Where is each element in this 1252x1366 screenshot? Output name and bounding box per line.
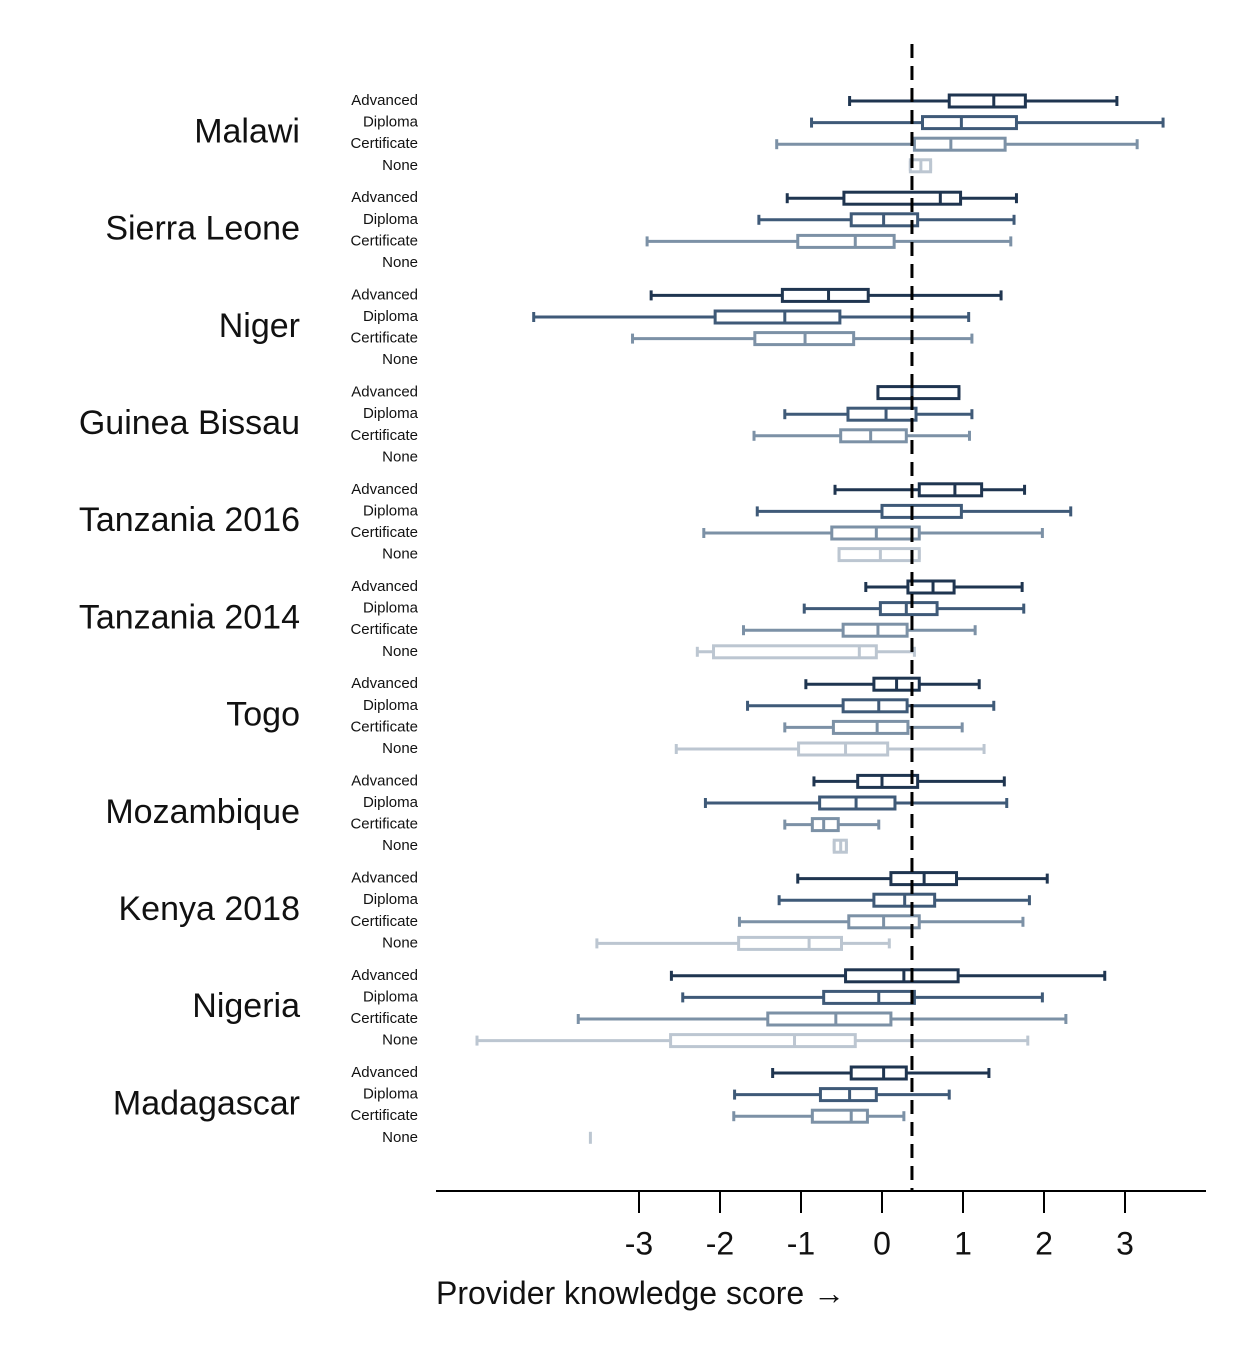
iqr-box: [917, 482, 984, 498]
iqr-box: [841, 622, 909, 638]
iqr-box: [876, 385, 961, 401]
country-label: Nigeria: [192, 987, 300, 1025]
level-label: Certificate: [350, 427, 418, 444]
iqr-box: [780, 287, 870, 303]
level-label: Diploma: [363, 988, 419, 1005]
country-label: Kenya 2018: [119, 890, 301, 928]
country-label: Guinea Bissau: [79, 404, 300, 442]
x-axis-title: Provider knowledge score →: [436, 1275, 845, 1311]
level-label: Certificate: [350, 621, 418, 638]
level-label: Diploma: [363, 502, 419, 519]
level-label: Certificate: [350, 718, 418, 735]
level-label: Advanced: [351, 92, 418, 109]
iqr-box: [856, 773, 920, 789]
country-label: Tanzania 2016: [79, 501, 300, 539]
level-label: Certificate: [350, 330, 418, 347]
level-label: None: [382, 448, 418, 465]
level-label: Diploma: [363, 600, 419, 617]
level-label: Advanced: [351, 967, 418, 984]
x-tick-label: -1: [787, 1225, 815, 1261]
level-label: None: [382, 934, 418, 951]
iqr-box: [839, 428, 908, 444]
level-label: Advanced: [351, 286, 418, 303]
iqr-box: [906, 579, 956, 595]
x-tick-label: 0: [873, 1225, 891, 1261]
iqr-box: [849, 1065, 908, 1081]
level-label: Diploma: [363, 794, 419, 811]
level-label: Advanced: [351, 481, 418, 498]
level-label: None: [382, 1129, 418, 1146]
level-label: Diploma: [363, 891, 419, 908]
iqr-box: [797, 741, 890, 757]
country-label: Togo: [226, 696, 300, 734]
iqr-box: [810, 1108, 869, 1124]
country-label: Mozambique: [105, 793, 300, 831]
level-label: Diploma: [363, 308, 419, 325]
level-label: Certificate: [350, 135, 418, 152]
iqr-box: [669, 1033, 857, 1049]
level-label: Diploma: [363, 405, 419, 422]
level-label: None: [382, 351, 418, 368]
level-label: Advanced: [351, 578, 418, 595]
iqr-box: [947, 93, 1027, 109]
iqr-box: [844, 968, 960, 984]
x-tick-label: -3: [625, 1225, 653, 1261]
country-label: Sierra Leone: [105, 210, 300, 248]
level-label: Advanced: [351, 772, 418, 789]
iqr-box: [842, 190, 963, 206]
x-tick-label: 3: [1116, 1225, 1134, 1261]
iqr-box: [712, 644, 878, 660]
iqr-box: [766, 1011, 893, 1027]
level-label: Certificate: [350, 1107, 418, 1124]
iqr-box: [841, 698, 909, 714]
level-label: Diploma: [363, 1086, 419, 1103]
level-label: None: [382, 1032, 418, 1049]
iqr-box: [737, 935, 844, 951]
country-label: Madagascar: [113, 1084, 300, 1122]
x-tick-label: 1: [954, 1225, 972, 1261]
level-label: None: [382, 740, 418, 757]
level-label: Certificate: [350, 232, 418, 249]
iqr-box: [831, 719, 910, 735]
level-label: None: [382, 254, 418, 271]
level-label: None: [382, 837, 418, 854]
level-label: Certificate: [350, 524, 418, 541]
level-label: Certificate: [350, 913, 418, 930]
level-label: Certificate: [350, 816, 418, 833]
iqr-box: [880, 503, 963, 519]
level-label: Diploma: [363, 697, 419, 714]
level-label: Diploma: [363, 114, 419, 131]
level-label: Advanced: [351, 870, 418, 887]
level-label: Advanced: [351, 384, 418, 401]
x-tick-label: -2: [706, 1225, 734, 1261]
country-label: Tanzania 2014: [79, 598, 300, 636]
iqr-box: [713, 309, 842, 325]
iqr-box: [796, 233, 896, 249]
iqr-box: [810, 817, 840, 833]
level-label: Certificate: [350, 1010, 418, 1027]
iqr-box: [846, 406, 918, 422]
iqr-box: [912, 136, 1007, 152]
level-label: None: [382, 546, 418, 563]
iqr-box: [878, 601, 939, 617]
level-label: Advanced: [351, 189, 418, 206]
x-tick-label: 2: [1035, 1225, 1053, 1261]
level-label: Advanced: [351, 675, 418, 692]
level-label: Diploma: [363, 211, 419, 228]
level-label: Advanced: [351, 1064, 418, 1081]
iqr-box: [921, 115, 1018, 131]
country-label: Niger: [219, 307, 300, 345]
country-label: Malawi: [194, 112, 300, 150]
iqr-box: [822, 989, 916, 1005]
level-label: None: [382, 157, 418, 174]
level-label: None: [382, 643, 418, 660]
